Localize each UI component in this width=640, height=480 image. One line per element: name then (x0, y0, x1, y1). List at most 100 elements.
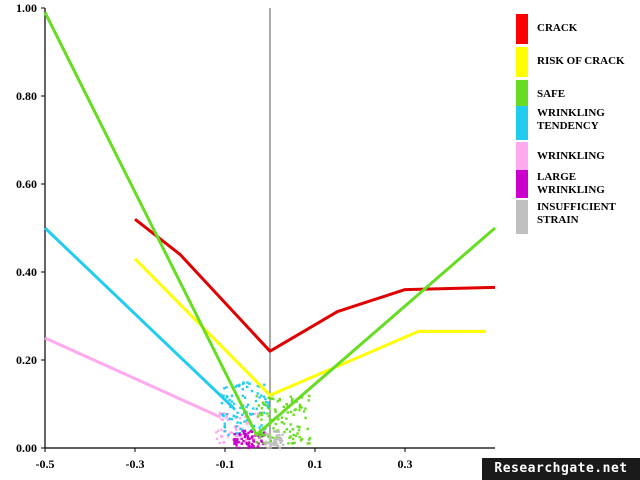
scatter-point (298, 405, 301, 408)
scatter-point (249, 445, 253, 449)
scatter-point (240, 437, 243, 441)
scatter-point (252, 407, 255, 410)
scatter-point (222, 412, 225, 415)
scatter-point (257, 404, 261, 407)
scatter-point (244, 440, 247, 443)
scatter-point (225, 386, 228, 389)
scatter-point (218, 441, 221, 445)
scatter-point (218, 411, 222, 415)
scatter-point (280, 416, 284, 419)
scatter-point (252, 439, 255, 442)
scatter-point (272, 397, 275, 401)
scatter-point (302, 410, 306, 413)
scatter-point (276, 444, 280, 447)
y-tick-label: 0.00 (16, 441, 37, 455)
y-tick-label: 0.40 (16, 265, 37, 279)
scatter-point (260, 432, 263, 435)
legend-label: WRINKLING (537, 107, 605, 119)
scatter-point (245, 422, 248, 425)
scatter-point (244, 432, 248, 436)
scatter-point (238, 384, 241, 388)
scatter-point (230, 417, 234, 421)
scatter-point (276, 437, 279, 440)
scatter-point (251, 444, 254, 447)
scatter-point (259, 413, 262, 416)
scatter-point (220, 417, 223, 421)
scatter-point (287, 442, 290, 445)
scatter-point (283, 430, 286, 434)
scatter-point (280, 439, 284, 443)
legend-label: WRINKLING (537, 150, 605, 162)
scatter-point (272, 443, 275, 447)
scatter-point (260, 394, 263, 397)
scatter-point (291, 397, 294, 401)
scatter-point (242, 432, 246, 435)
scatter-point (252, 445, 255, 449)
scatter-point (248, 382, 251, 386)
scatter-point (216, 429, 220, 433)
scatter-point (289, 410, 293, 414)
scatter-point (296, 425, 299, 428)
scatter-point (275, 442, 278, 445)
scatter-point (298, 425, 301, 429)
scatter-point (239, 406, 242, 410)
x-tick-label: 0.3 (398, 457, 413, 471)
scatter-point (243, 435, 247, 439)
scatter-point (268, 442, 271, 445)
legend-swatch (516, 14, 528, 44)
scatter-point (241, 382, 245, 385)
scatter-point (285, 417, 288, 420)
scatter-point (252, 424, 256, 428)
scatter-point (289, 423, 292, 426)
axes (44, 8, 495, 449)
scatter-point (288, 436, 291, 440)
scatter-point (308, 394, 311, 398)
scatter-point (238, 432, 241, 436)
scatter-point (226, 418, 230, 422)
scatter-point (240, 442, 244, 445)
scatter-point (262, 395, 266, 398)
scatter-point (236, 384, 239, 387)
scatter-point (237, 435, 240, 438)
legend-swatch (516, 80, 528, 110)
series-line-2 (43, 11, 496, 437)
scatter-point (268, 407, 271, 410)
scatter-point (298, 403, 302, 406)
series-lines (43, 11, 496, 437)
scatter-point (274, 422, 277, 426)
scatter-point (308, 436, 312, 440)
scatter-point (291, 428, 295, 431)
scatter-point (225, 415, 228, 418)
scatter-point (275, 434, 279, 437)
scatter-point (246, 385, 249, 389)
scatter-point (238, 446, 241, 450)
x-tick-label: -0.5 (36, 457, 55, 471)
scatter-point (260, 424, 263, 427)
scatter-point (230, 431, 234, 435)
scatter-point (222, 441, 225, 444)
scatter-point (269, 435, 272, 439)
scatter-point (235, 415, 239, 419)
scatter-point (242, 440, 245, 443)
scatter-point (248, 445, 251, 448)
scatter-point (225, 396, 229, 399)
y-tick-label: 0.60 (16, 177, 37, 191)
scatter-point (278, 433, 281, 437)
scatter-point (252, 437, 256, 441)
x-tick-label: 0.1 (308, 457, 323, 471)
scatter-point (291, 442, 294, 445)
scatter-point (274, 410, 277, 413)
scatter-point (233, 407, 236, 411)
scatter-point (229, 431, 232, 434)
scatter-point (250, 443, 254, 446)
scatter-point (222, 394, 225, 397)
scatter-point (269, 439, 272, 443)
scatter-point (288, 430, 292, 433)
legend-label: CRACK (537, 22, 578, 34)
x-tick-label: -0.1 (216, 457, 235, 471)
scatter-point (267, 396, 270, 400)
series-line-4 (44, 336, 222, 419)
scatter-point (239, 421, 242, 425)
scatter-point (257, 412, 260, 415)
